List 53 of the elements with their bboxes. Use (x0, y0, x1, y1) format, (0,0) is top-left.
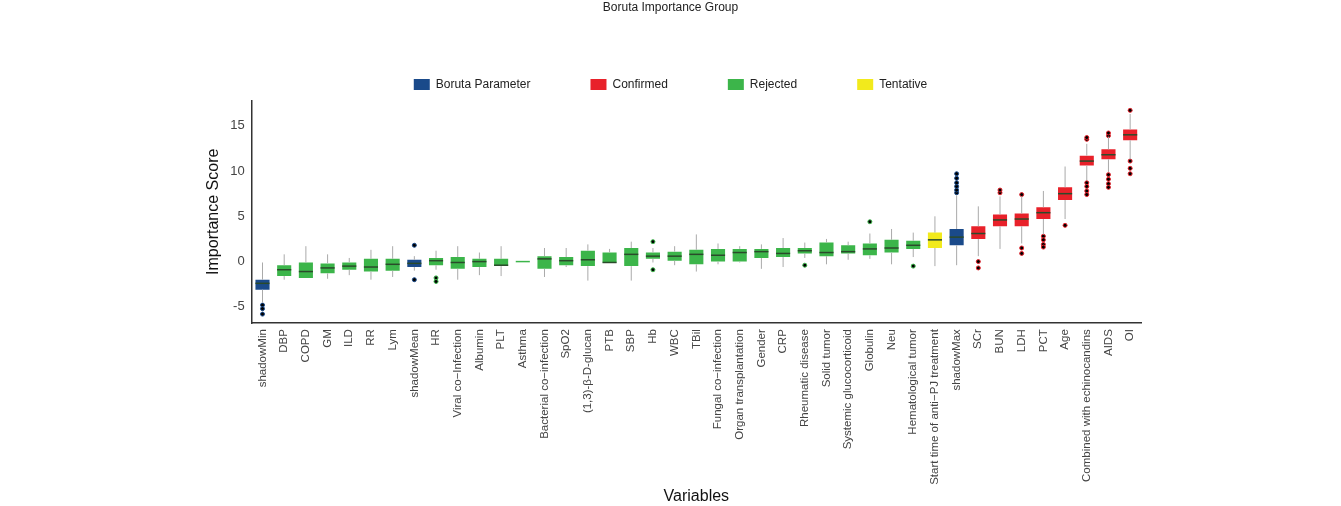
x-tick-label: ILD (342, 329, 355, 348)
x-tick-label: WBC (667, 329, 680, 357)
x-tick-label: Lym (385, 329, 398, 351)
y-tick-label: 5 (237, 207, 245, 223)
x-tick-label: SBP (624, 328, 637, 353)
x-tick-label: CRP (776, 328, 789, 354)
y-tick-label: 10 (230, 162, 245, 178)
x-tick-label: Fungal co−infection (711, 329, 724, 430)
legend-label: Boruta Parameter (435, 76, 531, 91)
x-tick-label: Globulin (863, 329, 876, 372)
legend-label: Tentative (879, 76, 928, 91)
legend-label: Confirmed (612, 76, 668, 91)
x-tick-label: Organ transplantation (732, 329, 745, 440)
legend-title: Boruta Importance Group (602, 0, 739, 15)
x-tick-label: (1,3)-β-D-glucan (581, 329, 594, 414)
x-tick-label: Asthma (515, 328, 528, 369)
y-tick-label: -5 (233, 298, 245, 314)
x-tick-label: TBil (689, 329, 702, 349)
x-tick-label: OI (1123, 329, 1136, 342)
x-tick-label: shadowMin (255, 329, 268, 388)
x-tick-label: HR (429, 329, 442, 346)
x-tick-label: shadowMax (949, 328, 962, 391)
x-tick-label: PTB (602, 328, 615, 352)
x-tick-label: AIDS (1101, 328, 1114, 357)
legend-label: Rejected (749, 76, 798, 91)
x-tick-label: LDH (1014, 329, 1027, 353)
x-tick-label: Solid tumor (819, 329, 832, 388)
x-tick-label: Systemic glucocorticoid (841, 329, 854, 450)
x-tick-label: Hb (646, 329, 659, 344)
x-tick-label: GM (320, 329, 333, 348)
x-tick-label: BUN (993, 329, 1006, 354)
x-tick-label: Albumin (472, 329, 485, 371)
x-tick-label: Age (1058, 329, 1071, 350)
x-tick-label: Gender (754, 328, 767, 368)
x-tick-label: Bacterial co−infection (537, 329, 550, 439)
y-axis-title: Importance Score (204, 148, 222, 275)
x-tick-label: COPD (299, 329, 312, 363)
x-tick-label: PLT (494, 329, 507, 350)
x-tick-label: shadowMean (407, 329, 420, 398)
x-tick-label: Combined with echinocandins (1079, 328, 1092, 482)
x-tick-label: Start time of anti−PJ treatment (928, 328, 941, 485)
x-tick-label: Viral co−Infection (450, 329, 463, 418)
x-tick-label: RR (364, 329, 377, 346)
x-tick-label: PCT (1036, 329, 1049, 353)
x-tick-label: SCr (971, 329, 984, 349)
x-tick-label: SpO2 (559, 329, 572, 359)
x-tick-label: Rheumatic disease (797, 329, 810, 427)
y-tick-label: 0 (237, 253, 245, 269)
x-tick-label: Hematological tumor (906, 329, 919, 435)
y-tick-label: 15 (230, 117, 245, 133)
x-tick-label: DBP (277, 328, 290, 353)
x-axis-title: Variables (663, 486, 730, 504)
x-tick-label: Neu (884, 329, 897, 351)
